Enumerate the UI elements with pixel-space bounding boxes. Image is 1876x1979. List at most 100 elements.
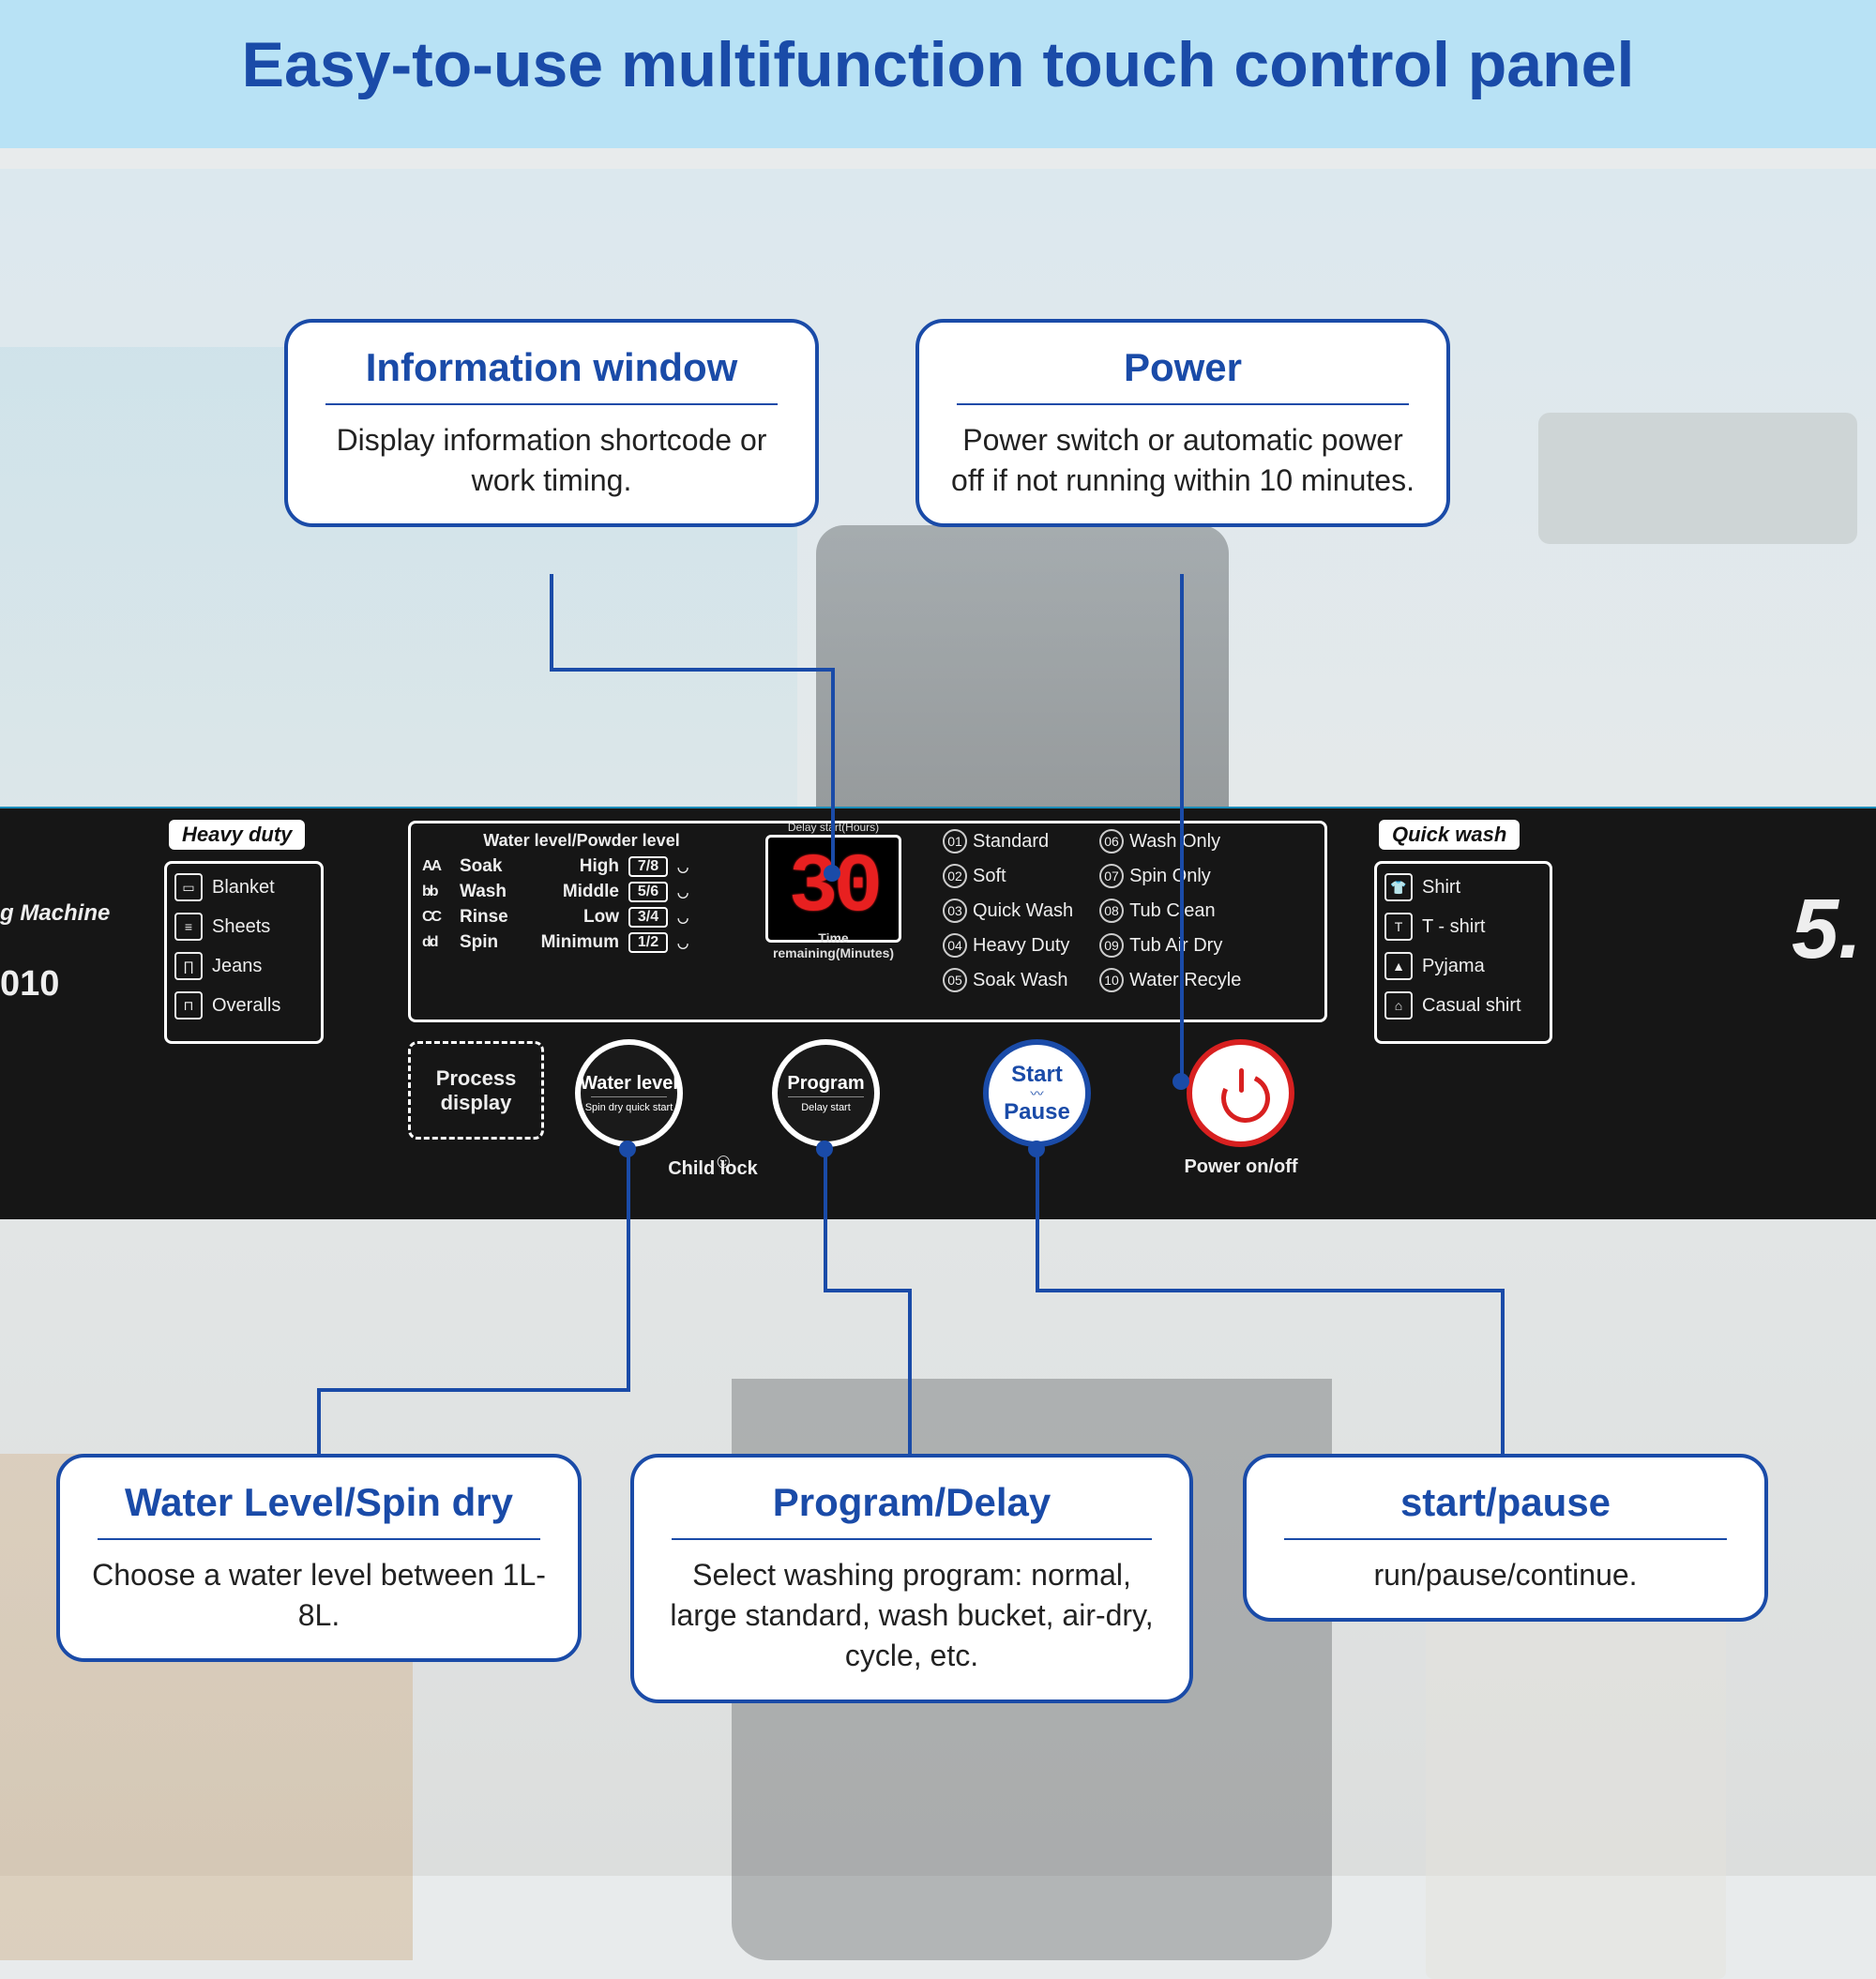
callout-body: Display information shortcode or work ti… — [316, 420, 787, 501]
level-value: 3/4 — [628, 907, 668, 928]
machine-type-label: g Machine — [0, 900, 110, 927]
program-number: 07 — [1099, 864, 1124, 888]
program-name: Heavy Duty — [973, 935, 1069, 957]
quick-wash-label: Quick wash — [1379, 820, 1520, 850]
program-name: Wash Only — [1129, 831, 1220, 853]
header-title: Easy-to-use multifunction touch control … — [19, 28, 1857, 101]
fabric-pyjama: ▲Pyjama — [1384, 952, 1542, 980]
bg-detergent-bottle — [1426, 1576, 1726, 1979]
program-number: 04 — [943, 933, 967, 958]
start-pause-button[interactable]: Start 〰 Pause — [983, 1039, 1091, 1147]
program-name: Tub Clean — [1129, 900, 1216, 922]
wire-dot — [1028, 1141, 1045, 1157]
level-name: Minimum — [535, 932, 619, 953]
level-value: 5/6 — [628, 882, 668, 902]
cycle-icon: dd — [422, 934, 450, 951]
power-icon — [1218, 1070, 1264, 1117]
wire-dot — [1172, 1073, 1189, 1090]
water-level-button[interactable]: Water level Spin dry quick start — [575, 1039, 683, 1147]
fabric-overalls: ⊓Overalls — [174, 991, 313, 1020]
blanket-icon: ▭ — [174, 873, 203, 901]
wire — [550, 668, 831, 672]
program-number: 02 — [943, 864, 967, 888]
power-caption: Power on/off — [1180, 1156, 1302, 1178]
program-name: Soft — [973, 866, 1006, 887]
cycle-icon: CC — [422, 909, 450, 926]
program-name: Tub Air Dry — [1129, 935, 1222, 957]
water-level-header: Water level/Powder level — [441, 831, 722, 851]
wire — [824, 1289, 912, 1292]
cycle-icon: bb — [422, 884, 450, 900]
cycle-icon: AA — [422, 858, 450, 875]
cup-icon: ◡ — [677, 910, 688, 926]
heavy-duty-box: ▭Blanket ≡Sheets ∏Jeans ⊓Overalls — [164, 861, 324, 1044]
level-value: 1/2 — [628, 932, 668, 953]
cycle-name: Spin — [460, 932, 525, 953]
wire — [1501, 1289, 1505, 1454]
program-number: 06 — [1099, 829, 1124, 854]
callout-body: Power switch or automatic power off if n… — [947, 420, 1418, 501]
program-name: Spin Only — [1129, 866, 1211, 887]
wire — [824, 1150, 827, 1289]
callout-title: Power — [947, 345, 1418, 390]
quick-wash-box: 👕Shirt TT - shirt ▲Pyjama ⌂Casual shirt — [1374, 861, 1552, 1044]
fabric-sheets: ≡Sheets — [174, 913, 313, 941]
program-item: 10Water Recyle — [1099, 968, 1241, 992]
wire — [831, 668, 835, 872]
program-item: 09Tub Air Dry — [1099, 933, 1241, 958]
program-number: 01 — [943, 829, 967, 854]
program-item: 06Wash Only — [1099, 829, 1241, 854]
capacity-number: 5. — [1792, 882, 1862, 978]
program-button[interactable]: Program Delay start — [772, 1039, 880, 1147]
program-name: Water Recyle — [1129, 970, 1241, 991]
program-number: 03 — [943, 899, 967, 923]
wire-dot — [824, 865, 840, 882]
wire — [1036, 1289, 1505, 1292]
jeans-icon: ∏ — [174, 952, 203, 980]
bg-faucet — [1538, 413, 1857, 544]
wire-dot — [816, 1141, 833, 1157]
casual-shirt-icon: ⌂ — [1384, 991, 1413, 1020]
cycle-name: Rinse — [460, 907, 525, 928]
program-item: 01 Standard — [943, 829, 1073, 854]
shirt-icon: 👕 — [1384, 873, 1413, 901]
fabric-shirt: 👕Shirt — [1384, 873, 1542, 901]
program-item: 08Tub Clean — [1099, 899, 1241, 923]
header-banner: Easy-to-use multifunction touch control … — [0, 0, 1876, 148]
power-button[interactable] — [1187, 1039, 1294, 1147]
program-number: 08 — [1099, 899, 1124, 923]
wire — [317, 1388, 321, 1454]
program-item: 03 Quick Wash — [943, 899, 1073, 923]
callout-start-pause: start/pause run/pause/continue. — [1243, 1454, 1768, 1622]
child-lock-caption: Child lock — [657, 1158, 769, 1180]
callout-title: Information window — [316, 345, 787, 390]
callout-body: Choose a water level between 1L-8L. — [88, 1555, 550, 1636]
program-name: Standard — [973, 831, 1049, 853]
program-name: Quick Wash — [973, 900, 1073, 922]
program-number: 10 — [1099, 968, 1124, 992]
cup-icon: ◡ — [677, 884, 688, 900]
callout-program-delay: Program/Delay Select washing program: no… — [630, 1454, 1193, 1703]
callout-title: Program/Delay — [662, 1480, 1161, 1525]
program-item: 05Soak Wash — [943, 968, 1073, 992]
process-display-box: Process display — [408, 1041, 544, 1140]
level-name: Low — [535, 907, 619, 928]
sheets-icon: ≡ — [174, 913, 203, 941]
wire — [908, 1289, 912, 1454]
callout-title: Water Level/Spin dry — [88, 1480, 550, 1525]
level-name: Middle — [535, 882, 619, 902]
model-number: 010 — [0, 964, 59, 1005]
fabric-casual: ⌂Casual shirt — [1384, 991, 1542, 1020]
heavy-duty-label: Heavy duty — [169, 820, 305, 850]
fabric-blanket: ▭Blanket — [174, 873, 313, 901]
wire — [1036, 1150, 1039, 1289]
program-number: 09 — [1099, 933, 1124, 958]
wire — [317, 1388, 630, 1392]
wire — [627, 1150, 630, 1392]
callout-body: run/pause/continue. — [1275, 1555, 1736, 1595]
pyjama-icon: ▲ — [1384, 952, 1413, 980]
callout-body: Select washing program: normal, large st… — [662, 1555, 1161, 1677]
callout-power: Power Power switch or automatic power of… — [915, 319, 1450, 527]
level-name: High — [535, 856, 619, 877]
program-item: 07Spin Only — [1099, 864, 1241, 888]
